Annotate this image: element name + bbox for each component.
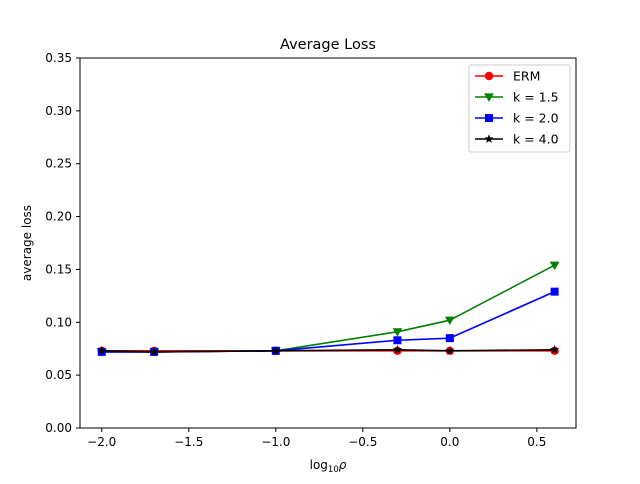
legend-item: ERM [475, 69, 540, 84]
x-axis-label: log10ρ [310, 458, 347, 475]
x-axis-label-var: ρ [339, 458, 347, 472]
data-point [149, 347, 159, 356]
data-point [445, 334, 454, 343]
legend: ERM k = 1.5 k = 2.0 k = 4.0 [468, 64, 571, 153]
x-tick-label: −1.0 [261, 435, 290, 449]
legend-label: k = 2.0 [513, 111, 559, 126]
data-point [271, 346, 281, 355]
x-axis-label-main: log [310, 458, 328, 472]
chart-title: Average Loss [280, 37, 376, 53]
data-point [392, 344, 403, 354]
data-point [445, 346, 455, 355]
legend-label: ERM [513, 69, 540, 84]
legend-label: k = 4.0 [513, 132, 559, 147]
x-tick-label: 0.0 [440, 435, 459, 449]
data-point [393, 336, 402, 345]
x-tick-label: 0.5 [527, 435, 546, 449]
data-point [550, 344, 560, 354]
y-tick-label: 0.05 [45, 368, 72, 382]
legend-marker [484, 93, 494, 102]
y-axis: 0.00 0.05 0.10 0.15 0.20 0.25 0.30 0.35 [45, 51, 80, 435]
y-tick-label: 0.35 [45, 51, 72, 65]
legend-label: k = 1.5 [513, 90, 559, 105]
x-tick-label: −1.5 [174, 435, 203, 449]
y-tick-label: 0.20 [45, 210, 72, 224]
y-tick-label: 0.15 [45, 262, 72, 276]
plot-frame [79, 57, 577, 429]
legend-item: k = 4.0 [475, 132, 559, 147]
data-point [97, 346, 107, 355]
series-line [101, 348, 555, 353]
x-tick-label: −0.5 [348, 435, 377, 449]
data-point [550, 287, 559, 296]
data-point [444, 316, 455, 326]
y-tick-label: 0.10 [45, 315, 72, 329]
data-point [549, 261, 560, 271]
data-point [392, 328, 403, 337]
legend-marker [484, 134, 494, 143]
y-tick-label: 0.00 [45, 421, 72, 435]
series-group [96, 261, 560, 357]
x-axis: −2.0 −1.5 −1.0 −0.5 0.0 0.5 [87, 428, 546, 449]
legend-marker [485, 114, 493, 122]
x-axis-label-sub: 10 [328, 465, 339, 475]
y-tick-label: 0.25 [45, 157, 72, 171]
legend-item: k = 2.0 [475, 111, 559, 126]
legend-marker [484, 71, 494, 81]
y-tick-label: 0.30 [45, 104, 72, 118]
legend-box [468, 64, 571, 153]
x-tick-label: −2.0 [87, 435, 116, 449]
series-3 [97, 344, 560, 356]
legend-item: k = 1.5 [475, 90, 559, 105]
y-axis-label: average loss [20, 205, 34, 281]
